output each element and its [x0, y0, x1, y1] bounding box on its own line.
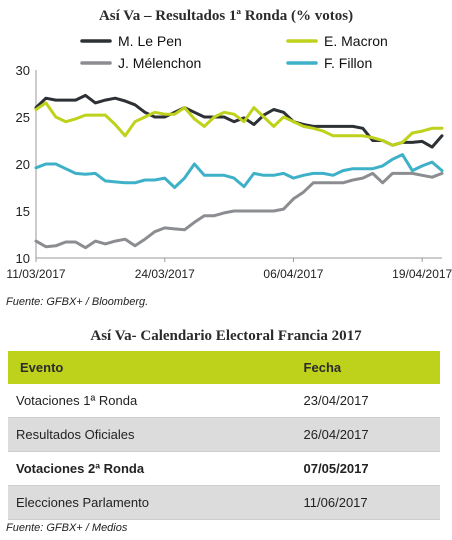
evento-cell: Votaciones 2ª Ronda: [8, 451, 304, 486]
table-source: Fuente: GFBX+ / Medios: [6, 522, 128, 534]
x-tick-label: 06/04/2017: [263, 267, 323, 281]
fecha-cell: 26/04/2017: [303, 417, 440, 452]
y-tick-label: 15: [16, 204, 30, 219]
series-line: [34, 101, 444, 147]
fecha-cell: 23/04/2017: [303, 384, 440, 418]
line-chart: 10 15 20 25 30 11/03/2017 24/03/2017 06/04/2017…: [6, 33, 452, 281]
fecha-cell: 07/05/2017: [303, 451, 440, 486]
table-row: Elecciones Parlamento 11/06/2017: [8, 485, 440, 520]
election-calendar-table: Evento Fecha Votaciones 1ª Ronda 23/04/2…: [8, 351, 440, 520]
table-row: Resultados Oficiales 26/04/2017: [8, 417, 440, 452]
table-title: Así Va- Calendario Electoral Francia 201…: [90, 328, 362, 344]
series-line: [34, 171, 444, 250]
fecha-cell: 11/06/2017: [303, 485, 440, 520]
header-fecha: Fecha: [303, 351, 440, 384]
chart-title: Así Va – Resultados 1ª Ronda (% votos): [98, 8, 354, 24]
y-tick-label: 30: [16, 63, 30, 78]
evento-cell: Elecciones Parlamento: [8, 485, 304, 520]
header-evento: Evento: [8, 351, 304, 384]
table-row: Votaciones 1ª Ronda 23/04/2017: [8, 384, 440, 418]
y-tick-label: 25: [16, 110, 30, 125]
legend-label: J. Mélenchon: [118, 55, 201, 71]
x-tick-label: 11/03/2017: [6, 267, 65, 281]
legend-label: M. Le Pen: [118, 33, 182, 49]
table-row: Votaciones 2ª Ronda 07/05/2017: [8, 451, 440, 486]
evento-cell: Votaciones 1ª Ronda: [8, 384, 304, 418]
y-tick-label: 10: [16, 251, 30, 266]
y-tick-label: 20: [16, 157, 30, 172]
x-tick-label: 24/03/2017: [135, 267, 195, 281]
evento-cell: Resultados Oficiales: [8, 417, 304, 452]
legend-label: F. Fillon: [324, 55, 372, 71]
series-line: [34, 153, 444, 189]
legend-label: E. Macron: [324, 33, 388, 49]
x-tick-label: 19/04/2017: [392, 267, 452, 281]
chart-source: Fuente: GFBX+ / Bloomberg.: [6, 296, 149, 308]
table-header-row: Evento Fecha: [8, 351, 440, 384]
